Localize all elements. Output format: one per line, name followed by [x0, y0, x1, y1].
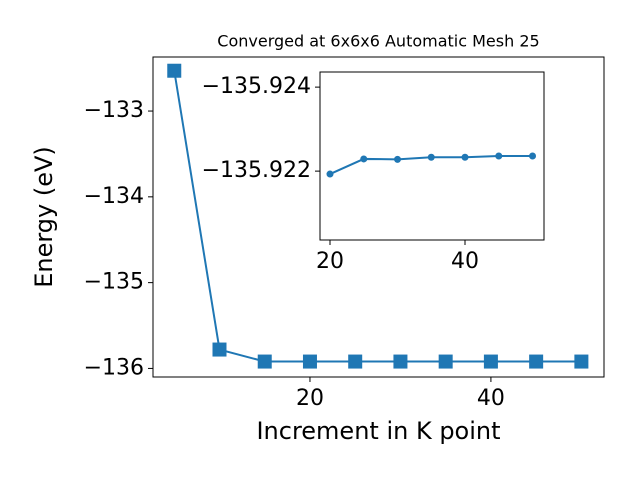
x-tick-label: 20 — [296, 386, 324, 411]
marker — [529, 152, 537, 160]
marker — [360, 155, 368, 163]
marker — [393, 354, 408, 369]
marker — [529, 354, 544, 369]
marker — [427, 153, 435, 161]
x-tick-label: 40 — [477, 386, 505, 411]
marker — [438, 354, 453, 369]
marker — [302, 354, 317, 369]
y-tick-label: −133 — [84, 98, 144, 123]
x-axis-label: Increment in K point — [256, 417, 500, 445]
marker — [212, 342, 227, 357]
y-tick-label: −135 — [84, 270, 144, 295]
marker — [495, 152, 503, 160]
marker — [167, 63, 182, 78]
y-tick-label: −136 — [84, 355, 144, 380]
marker — [461, 153, 469, 161]
marker — [574, 354, 589, 369]
y-tick-label: −135.922 — [202, 158, 311, 183]
marker — [483, 354, 498, 369]
axes-frame — [319, 71, 545, 241]
axes-frame — [152, 56, 605, 378]
x-tick-label: 40 — [451, 249, 479, 274]
chart-title: Converged at 6x6x6 Automatic Mesh 25 — [217, 32, 539, 51]
marker — [348, 354, 363, 369]
series-line — [173, 70, 582, 363]
y-axis-label: Energy (eV) — [30, 146, 58, 288]
marker — [394, 155, 402, 163]
marker — [257, 354, 272, 369]
x-tick-label: 20 — [316, 249, 344, 274]
marker — [326, 170, 334, 178]
y-tick-label: −134 — [84, 184, 144, 209]
y-tick-label: −135.924 — [202, 74, 311, 99]
